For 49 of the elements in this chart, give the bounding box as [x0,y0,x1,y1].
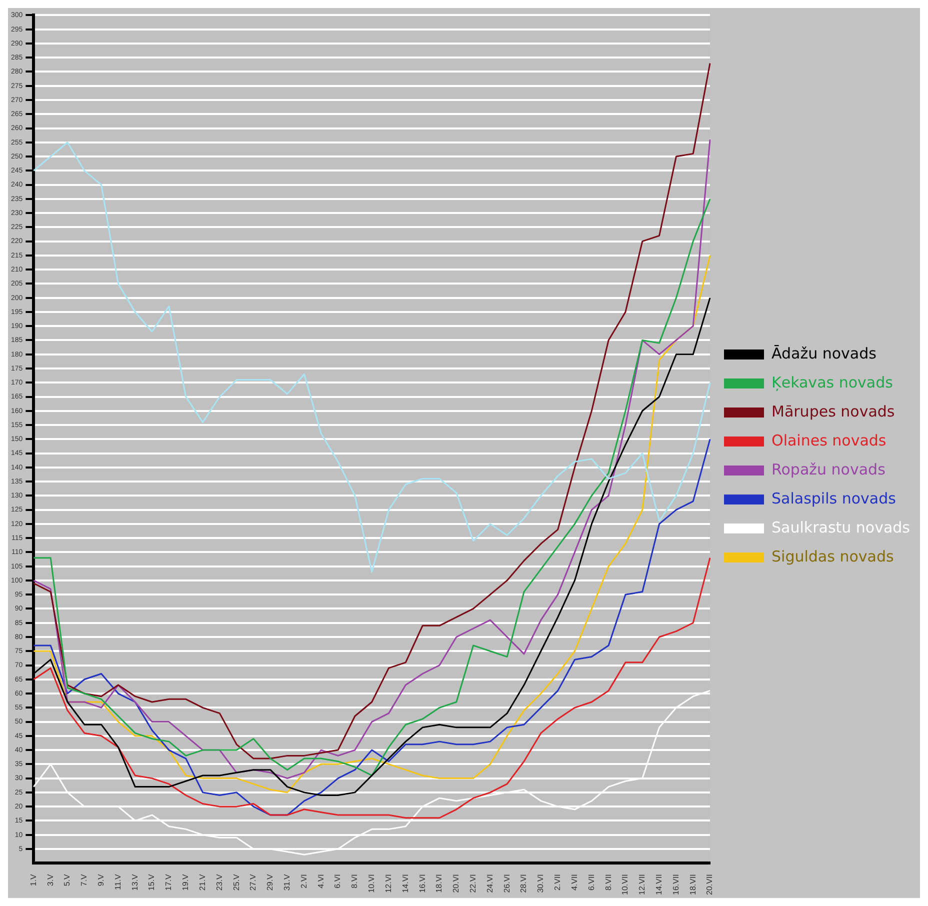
x-tick-label: 18.VI [434,874,444,893]
x-tick-label: 31.V [282,873,292,891]
x-tick-label: 16.VII [671,874,680,896]
x-tick-label: 7.V [80,873,89,886]
x-tick-label: 8.VII [604,874,613,891]
x-tick-label: 10.VI [367,874,376,893]
x-tick-label: 20.VI [452,874,461,893]
x-tick-label: 2.VI [299,874,308,888]
x-tick-label: 6.VII [586,874,596,891]
x-tick-label: 10.VII [620,874,630,896]
x-tick-label: 5.V [62,873,72,886]
x-tick-label: 4.VI [316,874,326,888]
x-tick-label: 29.V [266,873,275,891]
x-tick-label: 16.VI [418,874,427,893]
x-tick-label: 28.VI [519,874,528,893]
x-tick-label: 12.VI [384,874,393,893]
x-tick-label: 22.VI [468,874,478,893]
x-tick-label: 17.V [164,873,174,891]
x-tick-label: 23.V [214,873,224,891]
x-tick-label: 20.VII [705,874,714,896]
x-tick-label: 30.VI [536,874,546,893]
x-tick-label: 13.V [130,873,140,891]
legend-label: Ādažu novads [772,344,877,362]
x-tick-label: 14.VI [400,874,410,893]
x-tick-label: 25.V [232,873,241,891]
x-tick-label: 6.VI [333,874,342,888]
x-tick-label: 14.VII [654,874,664,896]
x-tick-label: 27.V [248,873,258,891]
legend-label: Olaines novads [772,431,886,450]
x-tick-label: 2.VII [553,874,562,891]
x-tick-label: 18.VII [688,874,698,896]
x-tick-label: 4.VII [570,874,579,891]
legend-label: Saulkrastu novads [772,518,910,536]
x-tick-label: 21.V [198,873,207,891]
legend-label: Salaspils novads [772,489,896,508]
x-tick-label: 15.V [147,873,156,891]
x-tick-label: 24.VI [485,874,494,893]
x-tick-label: 12.VII [638,874,647,896]
legend-label: Mārupes novads [772,402,895,420]
legend-label: Siguldas novads [772,547,894,566]
x-tick-label: 26.VI [502,874,512,893]
legend-label: Ķekavas novads [772,373,894,392]
x-tick-label: 19.V [181,873,190,891]
legend-label: Ropažu novads [772,460,886,478]
x-tick-label: 8.VI [350,874,360,888]
x-tick-label: 3.V [46,873,55,886]
x-tick-label: 1.V [28,873,38,886]
x-tick-label: 9.V [96,873,106,886]
x-tick-label: 11.V [113,873,122,890]
